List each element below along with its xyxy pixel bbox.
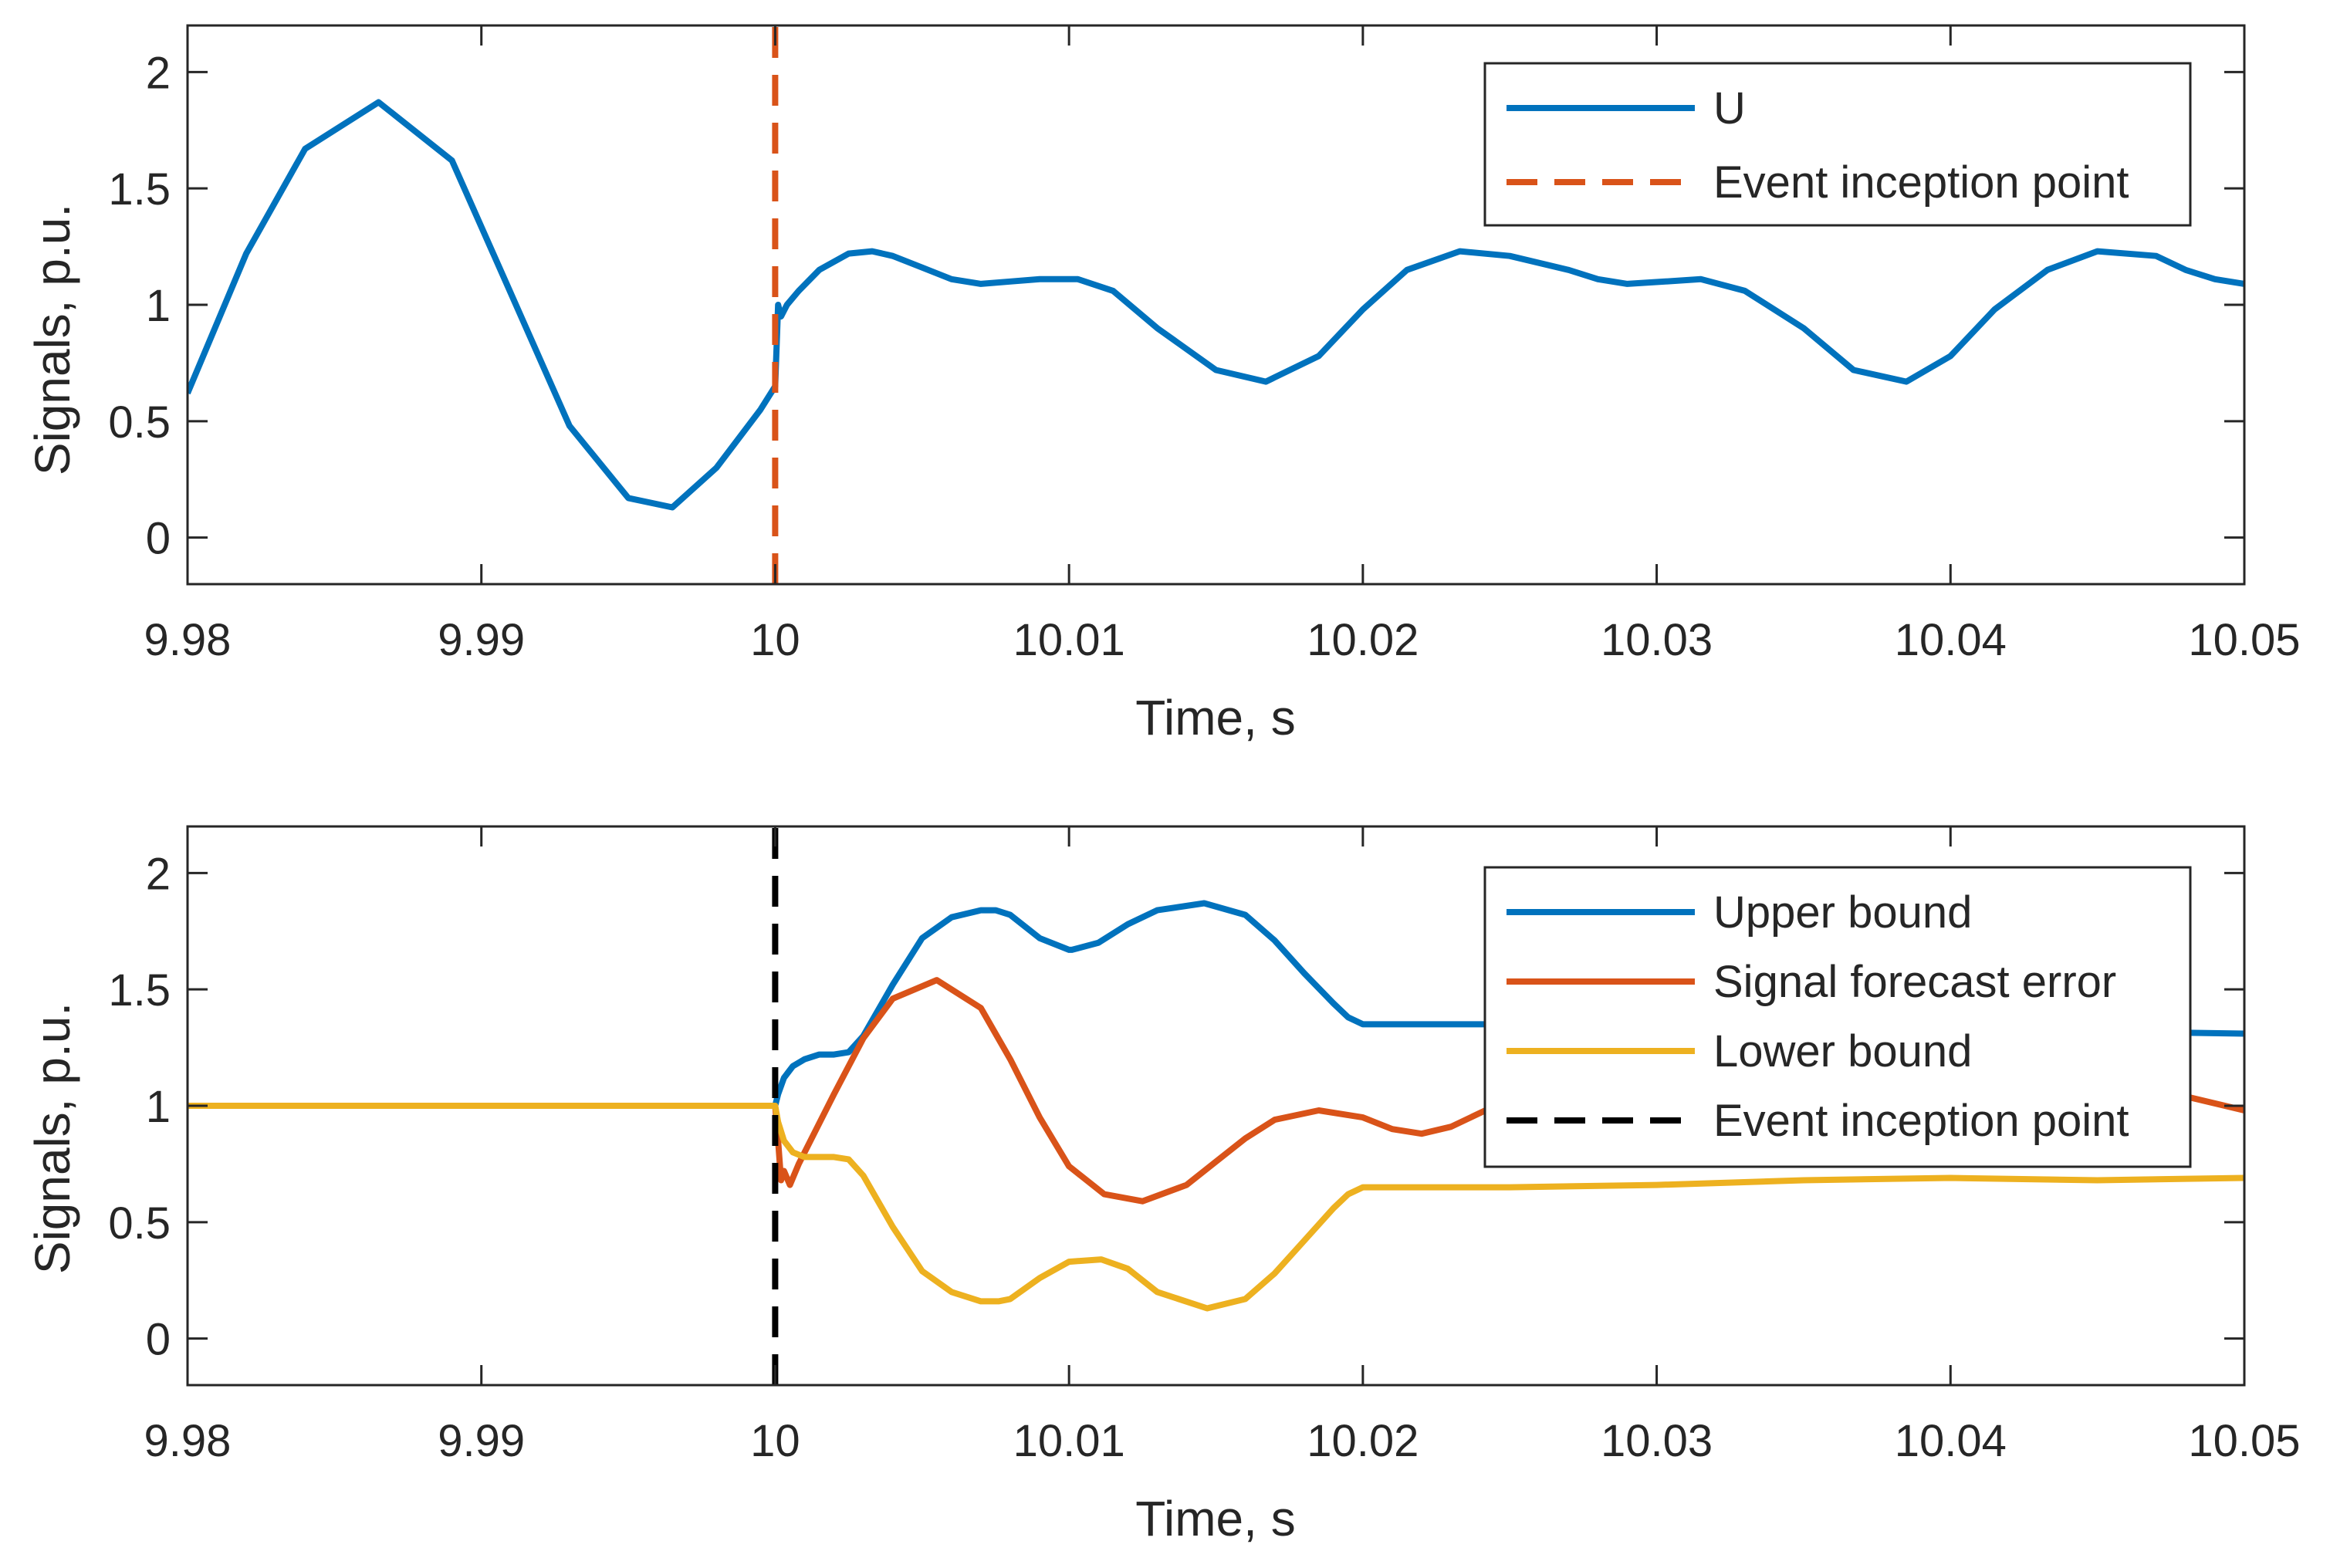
series-line-u [188, 99, 2244, 511]
x-tick-label: 9.99 [438, 615, 525, 665]
y-tick-label: 1.5 [108, 965, 171, 1015]
x-tick-label: 10.01 [1013, 615, 1125, 665]
series-line-upper-bound [188, 900, 2244, 1109]
x-tick-label: 10.01 [1013, 1416, 1125, 1466]
x-tick-label: 9.99 [438, 1416, 525, 1466]
bottom-legend: Upper bound Signal forecast error Lower … [1483, 866, 2192, 1168]
legend-label-lower-bound: Lower bound [1713, 1026, 1972, 1076]
y-tick-label: 0.5 [108, 397, 171, 448]
x-tick-label: 10.04 [1895, 1416, 2007, 1466]
x-tick-label: 10 [750, 615, 800, 665]
top-chart: U Event inception point Time, s Signals,… [25, 24, 2301, 745]
legend-label-event-inception: Event inception point [1713, 1096, 2129, 1146]
x-tick-label: 10 [750, 1416, 800, 1466]
y-tick-label: 1.5 [108, 164, 171, 215]
bottom-chart: Upper bound Signal forecast error Lower … [25, 825, 2301, 1546]
y-axis-title: Signals, p.u. [25, 204, 80, 475]
x-tick-label: 9.98 [144, 615, 232, 665]
x-axis-title: Time, s [1135, 690, 1295, 745]
legend-label-upper-bound: Upper bound [1713, 887, 1972, 938]
y-axis-title: Signals, p.u. [25, 1002, 80, 1274]
x-tick-label: 10.02 [1307, 1416, 1419, 1466]
series-line-lower-bound [188, 1103, 2244, 1312]
y-tick-label: 0.5 [108, 1198, 171, 1249]
x-tick-label: 10.02 [1307, 615, 1419, 665]
x-tick-label: 9.98 [144, 1416, 232, 1466]
top-legend: U Event inception point [1483, 62, 2192, 227]
x-tick-label: 10.03 [1601, 615, 1713, 665]
x-axis-title: Time, s [1135, 1491, 1295, 1546]
x-tick-label: 10.04 [1895, 615, 2007, 665]
y-tick-label: 0 [146, 514, 171, 564]
x-tick-label: 10.05 [2188, 615, 2300, 665]
y-tick-label: 2 [146, 849, 171, 899]
y-tick-label: 1 [146, 1082, 171, 1132]
y-tick-label: 2 [146, 48, 171, 98]
legend-label-u: U [1713, 83, 1746, 133]
y-tick-label: 1 [146, 281, 171, 331]
x-tick-label: 10.05 [2188, 1416, 2300, 1466]
legend-label-signal-forecast-error: Signal forecast error [1713, 957, 2116, 1007]
legend-label-event-inception: Event inception point [1713, 157, 2129, 208]
x-tick-label: 10.03 [1601, 1416, 1713, 1466]
y-tick-label: 0 [146, 1315, 171, 1365]
